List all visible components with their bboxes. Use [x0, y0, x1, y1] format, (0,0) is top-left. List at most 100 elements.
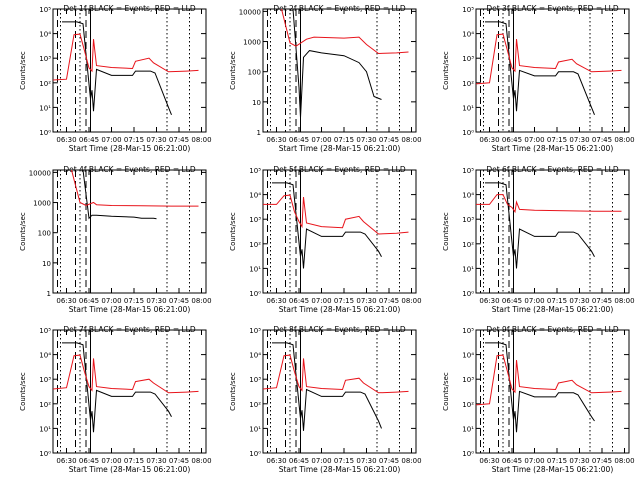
y-tick-label: 10⁵ [249, 327, 261, 335]
y-tick-label: 10¹ [39, 425, 51, 433]
plot-frame [262, 329, 417, 454]
x-tick-label: 07:00 [524, 457, 544, 465]
y-tick-label: 1 [47, 290, 51, 298]
y-tick-label: 10⁰ [462, 450, 474, 458]
panel-6: Det 6f BLACK = Events, RED = LLD 10⁰ 10¹ 10… [442, 165, 635, 314]
x-tick-label: 07:15 [334, 457, 354, 465]
series-events-line [291, 9, 382, 118]
y-axis-label: Counts/sec [229, 51, 237, 90]
plot-frame [262, 169, 417, 294]
x-tick-label: 07:15 [124, 297, 144, 305]
y-tick-label: 10⁴ [39, 352, 51, 360]
y-tick-label: 10¹ [462, 425, 474, 433]
series-lld-line [53, 354, 199, 394]
x-tick-label: 06:45 [289, 457, 309, 465]
x-tick-label: 07:00 [101, 457, 121, 465]
panel-title: Det 5f BLACK = Events, RED = LLD [273, 165, 406, 174]
x-tick-label: 07:45 [169, 297, 189, 305]
plot-frame [475, 329, 630, 454]
x-axis-label: Start Time (28-Mar-15 06:21:00) [279, 144, 401, 153]
x-tick-label: 08:00 [191, 136, 211, 144]
x-tick-label: 06:30 [56, 297, 76, 305]
x-tick-label: 06:30 [266, 297, 286, 305]
y-axis-label: Counts/sec [229, 372, 237, 411]
y-tick-label: 10⁴ [249, 192, 261, 200]
y-tick-label: 10¹ [249, 425, 261, 433]
x-axis-label: Start Time (28-Mar-15 06:21:00) [492, 305, 614, 314]
x-tick-label: 06:45 [502, 136, 522, 144]
x-tick-label: 08:00 [191, 457, 211, 465]
x-tick-label: 07:15 [124, 136, 144, 144]
x-tick-label: 07:45 [379, 297, 399, 305]
y-tick-label: 10⁰ [462, 290, 474, 298]
x-tick-label: 07:15 [334, 136, 354, 144]
y-tick-label: 10² [249, 401, 261, 409]
y-tick-label: 10³ [462, 55, 474, 63]
series-events-line [485, 182, 595, 269]
y-tick-label: 10² [39, 80, 51, 88]
panel-3: Det 3f BLACK = Events, RED = LLD 10⁰ 10¹ 10… [442, 4, 635, 153]
panel-title: Det 2f BLACK = Events, RED = LLD [273, 4, 406, 13]
panel-4: Det 4f BLACK = Events, RED = LLD 1 10 100 10… [19, 165, 212, 314]
x-tick-label: 06:30 [56, 136, 76, 144]
x-tick-label: 06:45 [502, 297, 522, 305]
y-axis-label: Counts/sec [442, 51, 450, 90]
y-axis-label: Counts/sec [19, 51, 27, 90]
panel-title: Det 8f BLACK = Events, RED = LLD [273, 325, 406, 334]
x-tick-label: 07:45 [379, 457, 399, 465]
x-tick-label: 07:30 [146, 457, 166, 465]
x-tick-label: 08:00 [401, 136, 421, 144]
plot-frame [475, 169, 630, 294]
x-tick-label: 06:30 [266, 136, 286, 144]
x-tick-label: 07:45 [592, 297, 612, 305]
y-tick-label: 10³ [462, 376, 474, 384]
y-axis-label: Counts/sec [19, 372, 27, 411]
x-axis-label: Start Time (28-Mar-15 06:21:00) [279, 305, 401, 314]
x-tick-label: 06:30 [479, 297, 499, 305]
y-tick-label: 10⁰ [462, 129, 474, 137]
series-events-line [81, 170, 157, 220]
x-tick-label: 08:00 [191, 297, 211, 305]
panel-1: Det 1f BLACK = Events, RED = LLD 10⁰ 10¹ 10… [19, 4, 212, 153]
y-tick-label: 1000 [243, 39, 261, 47]
y-tick-label: 10⁰ [249, 290, 261, 298]
panel-title: Det 4f BLACK = Events, RED = LLD [63, 165, 196, 174]
x-tick-label: 07:30 [569, 136, 589, 144]
x-tick-label: 06:45 [79, 457, 99, 465]
x-tick-label: 07:45 [169, 136, 189, 144]
y-tick-label: 10² [249, 241, 261, 249]
series-events-line [272, 342, 382, 431]
x-tick-label: 07:15 [334, 297, 354, 305]
y-axis-label: Counts/sec [229, 212, 237, 251]
y-tick-label: 10¹ [462, 104, 474, 112]
x-tick-label: 07:00 [311, 457, 331, 465]
series-lld-line [263, 354, 409, 394]
plot-frame [475, 8, 630, 133]
x-tick-label: 07:00 [311, 136, 331, 144]
y-axis-label: Counts/sec [442, 372, 450, 411]
y-tick-label: 10⁴ [462, 192, 474, 200]
series-events-line [62, 21, 172, 115]
panel-2: Det 2f BLACK = Events, RED = LLD 1 10 100 10… [229, 4, 422, 153]
x-tick-label: 07:00 [101, 297, 121, 305]
x-tick-label: 07:30 [146, 136, 166, 144]
y-tick-label: 10³ [39, 376, 51, 384]
y-tick-label: 10⁵ [39, 6, 51, 14]
y-axis-label: Counts/sec [19, 212, 27, 251]
y-tick-label: 100 [38, 230, 51, 238]
x-tick-label: 07:00 [524, 136, 544, 144]
x-tick-label: 07:15 [547, 457, 567, 465]
y-tick-label: 10⁰ [249, 450, 261, 458]
series-lld-line [476, 354, 622, 406]
x-tick-label: 07:30 [356, 297, 376, 305]
x-tick-label: 08:00 [614, 136, 634, 144]
x-tick-label: 07:45 [169, 457, 189, 465]
x-tick-label: 07:00 [524, 297, 544, 305]
x-axis-label: Start Time (28-Mar-15 06:21:00) [69, 305, 191, 314]
x-tick-label: 07:15 [547, 136, 567, 144]
series-lld-line [71, 170, 199, 207]
y-tick-label: 100 [248, 69, 261, 77]
panel-5: Det 5f BLACK = Events, RED = LLD 10⁰ 10¹ 10… [229, 165, 422, 314]
series-events-line [485, 21, 595, 115]
panel-title: Det 6f BLACK = Events, RED = LLD [486, 165, 619, 174]
